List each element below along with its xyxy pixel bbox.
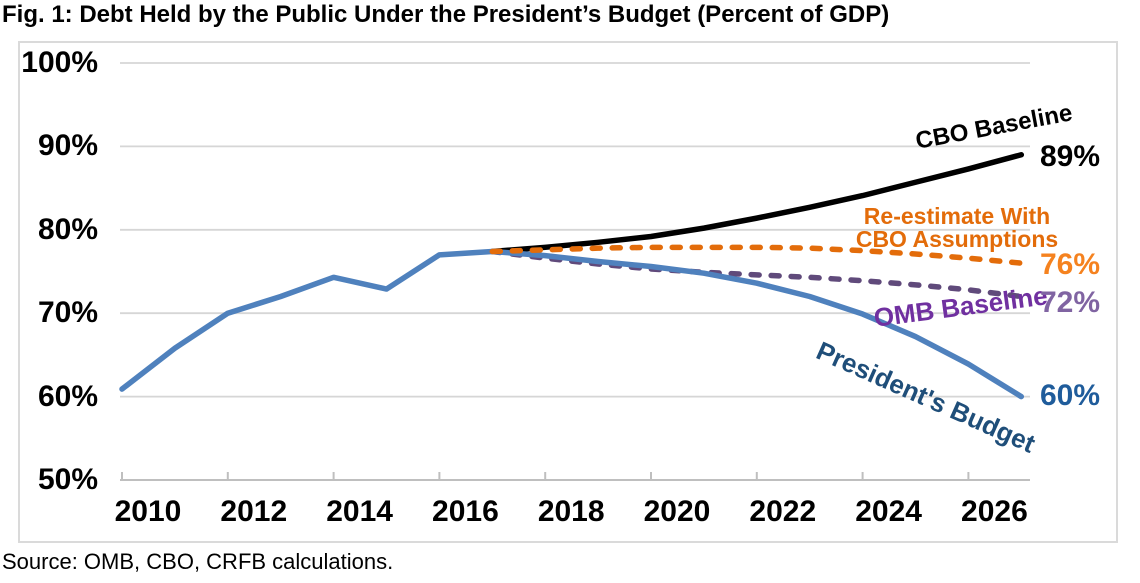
plot-frame [18,41,1118,543]
y-tick-label-100: 100% [21,46,98,79]
x-tick-label-2020: 2020 [643,495,711,528]
series-line-presidents-budget [119,248,1025,400]
x-tick-label-2026: 2026 [961,495,1028,528]
series-label-re-estimate-line1: Re-estimate With [863,203,1051,229]
y-tick-label-90: 90% [37,129,98,163]
x-tick-label-2024: 2024 [855,495,922,528]
source-note: Source: OMB, CBO, CRFB calculations. [2,549,394,574]
end-value-label-re-estimate: 76% [1040,248,1101,281]
x-tick-label-2018: 2018 [537,495,605,528]
x-tick-label-2012: 2012 [220,495,288,528]
y-tick-label-50: 50% [37,463,98,496]
end-value-label-omb-baseline: 72% [1040,286,1101,319]
series-line-re-estimate-with-cbo-assumptions [489,244,1025,266]
y-tick-label-80: 80% [37,212,98,246]
y-tick-label-60: 60% [37,379,98,413]
x-tick-label-2010: 2010 [114,495,182,528]
series-line-cbo-baseline [489,151,1025,255]
end-value-label-presidents-budget: 60% [1040,379,1101,412]
series-label-re-estimate-line2: CBO Assumptions [855,226,1059,252]
end-value-label-cbo-baseline: 89% [1040,140,1101,173]
y-tick-label-70: 70% [37,296,98,330]
x-tick-label-2014: 2014 [326,495,393,528]
series-label-re-estimate: Re-estimate With CBO Assumptions [850,205,1064,251]
x-tick-label-2022: 2022 [749,495,817,528]
figure-title: Fig. 1: Debt Held by the Public Under th… [2,1,890,28]
x-tick-label-2016: 2016 [432,495,499,528]
